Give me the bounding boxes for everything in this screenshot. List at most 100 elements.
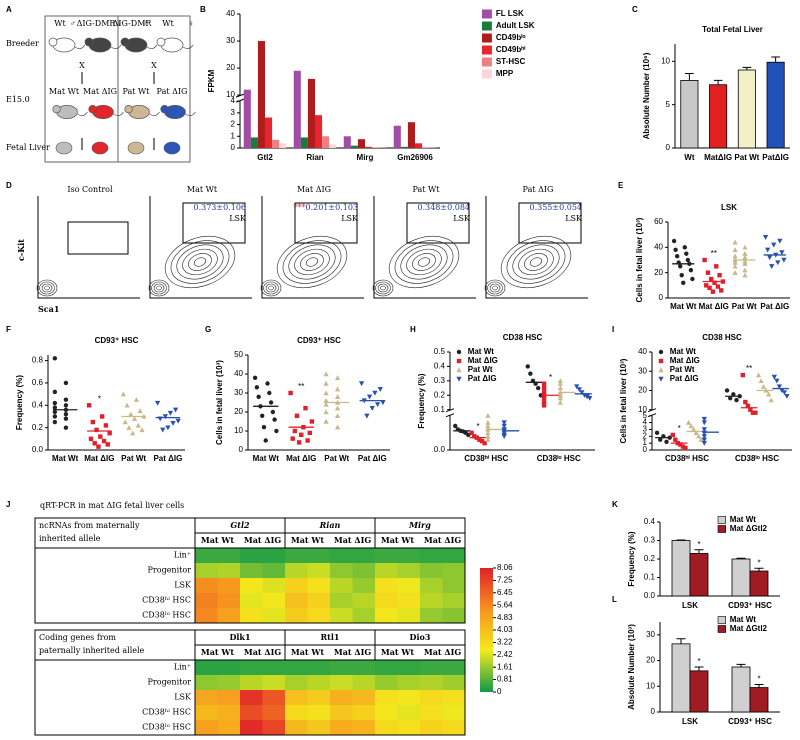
colorbar-label: 5.64: [497, 600, 513, 609]
x-tick-label: Pat Wt: [732, 302, 757, 311]
x-tick-label: Pat ΔIG: [358, 454, 387, 463]
dot: [290, 436, 295, 441]
heat-cell: [240, 593, 263, 609]
y-tick-label: 0: [231, 143, 236, 152]
x-tick-label: Rian: [306, 153, 323, 162]
bar: [307, 78, 315, 148]
dot: [678, 442, 683, 447]
offspring-name: Mat Wt: [49, 87, 80, 96]
legend-label: Mat ΔGtl2: [730, 624, 768, 633]
dot: [485, 419, 491, 425]
dot: [270, 409, 276, 415]
fetal-liver: [55, 141, 73, 155]
chart-title: CD38 HSC: [702, 333, 742, 342]
heat-cell: [307, 675, 331, 691]
panel-label: L: [612, 595, 617, 604]
y-tick-label: 2: [643, 431, 648, 440]
chart-title: qRT-PCR in mat ΔIG fetal liver cells: [40, 501, 184, 510]
heat-cell: [307, 608, 331, 624]
chart-title: CD38 HSC: [503, 333, 543, 342]
y-axis-label: Frequency (%): [627, 531, 636, 586]
dot: [272, 417, 277, 422]
dot: [63, 397, 69, 402]
contour: [394, 240, 454, 284]
x-tick-label: MatΔIG: [704, 153, 732, 162]
column-label: Mat ΔIG: [424, 647, 461, 657]
dot: [681, 280, 686, 285]
heat-cell: [352, 720, 376, 736]
row-label: Progenitor: [148, 678, 192, 687]
contour: [44, 285, 50, 291]
panel-label: C: [632, 5, 638, 14]
dot: [753, 410, 758, 415]
heat-cell: [195, 705, 218, 721]
heat-cell: [285, 563, 308, 579]
dot: [254, 385, 260, 390]
y-tick-label: 1: [231, 131, 236, 140]
dot: [710, 289, 716, 294]
block-header: ncRNAs from maternally: [39, 521, 140, 530]
dot: [748, 407, 753, 412]
dot: [762, 235, 769, 240]
dot: [541, 403, 547, 408]
heat-cell: [375, 720, 398, 736]
y-tick-label: 0: [651, 707, 656, 716]
parent-name: Wt: [162, 19, 174, 28]
dot: [557, 381, 564, 386]
y-tick-label: 40: [226, 9, 235, 18]
y-axis-label: c-Kit: [16, 239, 26, 261]
contour: [529, 257, 543, 267]
row-label: LSK: [174, 581, 192, 590]
heat-cell: [442, 720, 466, 736]
dot: [307, 430, 312, 436]
x-tick-label: Mat Wt: [52, 454, 79, 463]
y-tick-label: 20: [654, 268, 663, 277]
dot: [294, 413, 300, 418]
dot: [769, 264, 775, 269]
dot: [358, 381, 365, 387]
dot: [126, 425, 132, 430]
heat-cell: [195, 548, 218, 564]
legend-label: Pat Wt: [670, 365, 695, 374]
legend-swatch: [717, 616, 726, 624]
dot: [541, 400, 547, 405]
dot: [305, 438, 310, 443]
dot: [781, 257, 787, 263]
y-tick-label: 0.5: [434, 347, 446, 356]
legend-label: Mat Wt: [730, 515, 757, 524]
dot: [107, 431, 112, 436]
contour: [300, 253, 324, 271]
dot: [372, 390, 378, 396]
y-tick-label: 2: [231, 120, 236, 129]
mouse-tail: [74, 44, 86, 49]
heat-cell: [375, 608, 398, 624]
y-tick-label: 30: [638, 366, 647, 375]
gene-name: Rtl1: [321, 632, 340, 642]
legend-swatch: [482, 33, 492, 43]
plot-axes: [149, 196, 252, 299]
bar: [680, 80, 699, 149]
y-tick-label: 10: [638, 405, 647, 414]
bar: [737, 69, 756, 149]
heat-cell: [330, 578, 353, 594]
dot: [743, 399, 748, 405]
heat-cell: [352, 608, 376, 624]
dot: [323, 418, 329, 424]
dot: [750, 410, 756, 415]
dot: [292, 428, 298, 434]
row-label: Fetal Liver: [6, 143, 50, 152]
legend-label: Pat ΔIG: [468, 374, 497, 383]
legend-label: Pat Wt: [468, 365, 493, 374]
y-tick-label: 10: [226, 90, 235, 99]
bar: [243, 89, 251, 148]
panel-label: B: [200, 5, 206, 14]
dot: [175, 418, 181, 424]
dot: [471, 434, 477, 439]
y-tick-label: 0.3: [644, 536, 656, 545]
dot: [137, 408, 143, 414]
x-tick-label: Mirg: [357, 153, 374, 162]
parent-name: ΔIG-DMR: [77, 19, 117, 28]
contour: [484, 279, 506, 297]
contour: [188, 253, 212, 271]
bar: [350, 145, 358, 148]
